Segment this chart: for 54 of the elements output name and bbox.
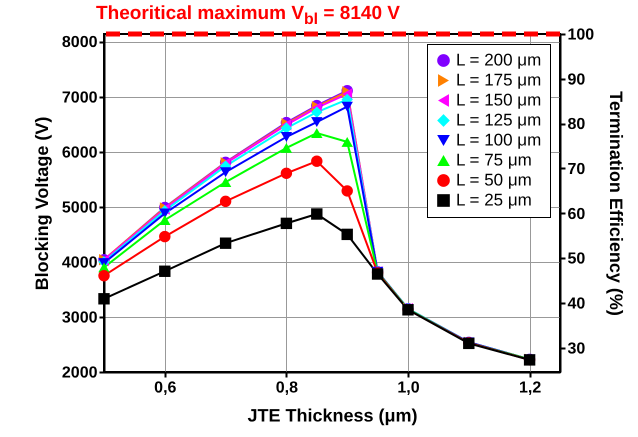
- y2-tick-label: 90: [568, 71, 586, 88]
- point: [220, 237, 232, 249]
- point: [220, 196, 232, 208]
- point: [311, 155, 322, 167]
- y2-tick-label: 40: [568, 295, 586, 312]
- y-tick-label: 5000: [62, 199, 98, 216]
- legend-label: L = 100 μm: [456, 130, 542, 150]
- point: [280, 143, 292, 153]
- point: [342, 185, 353, 197]
- y-tick-label: 8000: [62, 34, 98, 52]
- y2-tick-label: 80: [568, 116, 586, 134]
- y-tick-label: 6000: [62, 144, 98, 162]
- point: [159, 230, 170, 242]
- point: [342, 228, 353, 240]
- point: [280, 218, 292, 230]
- point: [159, 266, 170, 277]
- y-tick-label: 4000: [62, 254, 98, 272]
- x-tick-label: 1,2: [518, 380, 542, 396]
- legend-label: L = 175 μm: [456, 70, 542, 90]
- y2-tick-label: 100: [568, 26, 594, 44]
- point: [220, 167, 232, 178]
- point: [311, 106, 322, 118]
- x-tick-label: 1,0: [397, 380, 420, 396]
- point: [280, 132, 292, 142]
- point: [159, 215, 170, 225]
- x-axis-title: JTE Thickness (μm): [247, 406, 418, 426]
- legend-label: L = 50 μm: [456, 170, 532, 190]
- y-tick-label: 3000: [62, 309, 98, 326]
- y-tick-label: 7000: [62, 89, 98, 106]
- x-tick-label: 0,8: [276, 380, 298, 396]
- x-tick-label: 0,6: [154, 380, 177, 396]
- legend-label: L = 25 μm: [456, 190, 532, 210]
- y-axis-title: Blocking Voltage (V): [32, 116, 52, 290]
- point: [342, 136, 353, 147]
- point: [342, 102, 353, 112]
- legend-label: L = 125 μm: [456, 110, 542, 130]
- y2-tick-label: 30: [568, 340, 586, 358]
- point: [311, 117, 322, 128]
- y2-tick-label: 70: [568, 160, 586, 178]
- ref-line-label: Theoritical maximum V$_{bl}$ = 8140 V: [96, 3, 400, 28]
- y-tick-label: 2000: [62, 364, 98, 382]
- point: [98, 270, 110, 282]
- point: [311, 128, 322, 138]
- point: [280, 168, 292, 179]
- legend-label: L = 200 μm: [456, 50, 542, 70]
- y2-tick-label: 60: [568, 206, 586, 223]
- point: [159, 208, 170, 218]
- point: [311, 208, 322, 220]
- legend-label: L = 150 μm: [456, 90, 542, 110]
- legend-label: L = 75 μm: [456, 150, 532, 170]
- point: [220, 177, 232, 188]
- y2-tick-label: 50: [568, 250, 586, 268]
- point: [98, 293, 110, 304]
- y2-axis-title: Termination Efficiency (%): [606, 91, 626, 316]
